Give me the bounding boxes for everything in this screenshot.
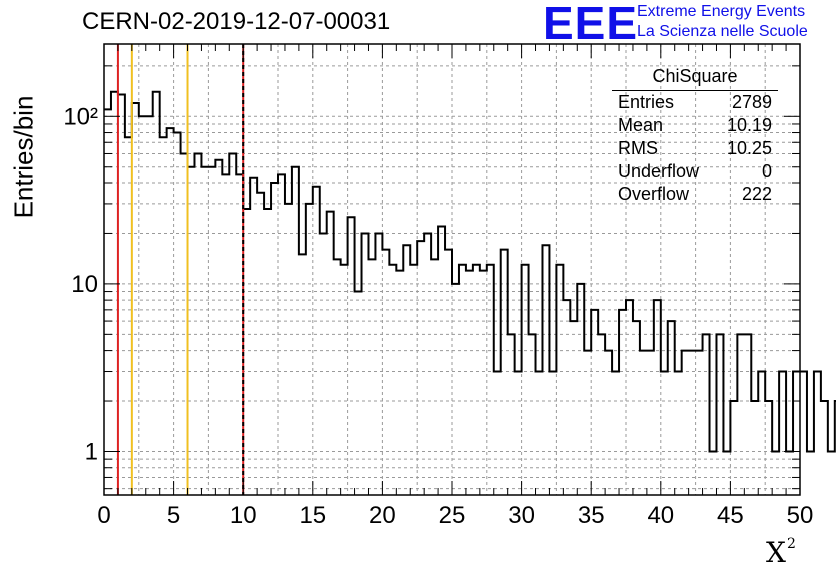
x-tick-label: 35 (578, 502, 605, 529)
stats-title: ChiSquare (612, 66, 778, 91)
eee-logo: EEE (543, 0, 639, 49)
x-axis-label: X2 (766, 536, 796, 569)
x-tick-label: 30 (508, 502, 535, 529)
y-tick-label: 10² (63, 103, 98, 130)
x-tick-label: 5 (167, 502, 180, 529)
stats-box: ChiSquare Entries 2789 Mean 10.19 RMS 10.25… (612, 66, 778, 206)
logo-caption-line2: La Scienza nelle Scuole (637, 23, 808, 40)
stats-row: Entries 2789 (612, 91, 778, 114)
stats-row: RMS 10.25 (612, 137, 778, 160)
x-tick-label: 40 (647, 502, 674, 529)
stats-value: 222 (741, 184, 772, 204)
y-tick-label: 10 (71, 271, 98, 298)
x-tick-label: 50 (787, 502, 814, 529)
x-tick-label: 45 (717, 502, 744, 529)
stats-row: Mean 10.19 (612, 114, 778, 137)
x-tick-label: 15 (299, 502, 326, 529)
stats-label: Underflow (618, 161, 700, 181)
x-tick-label: 10 (230, 502, 257, 529)
y-axis-label-box: Entries/bin (4, 96, 44, 219)
x-axis-label-text: X (766, 536, 786, 569)
stats-row: Overflow 222 (612, 183, 778, 206)
x-tick-label: 20 (369, 502, 396, 529)
stats-value: 10.25 (726, 138, 772, 158)
stats-value: 10.19 (726, 115, 772, 135)
x-tick-label: 25 (439, 502, 466, 529)
x-axis-label-exponent: 2 (786, 536, 796, 552)
y-axis-label: Entries/bin (8, 95, 39, 219)
stats-label: RMS (618, 138, 658, 158)
histogram-series (104, 90, 836, 453)
stats-row: Underflow 0 (612, 160, 778, 183)
x-tick-label: 0 (97, 502, 110, 529)
stats-label: Overflow (618, 184, 690, 204)
stats-value: 2789 (731, 92, 772, 112)
logo-caption-line1: Extreme Energy Events (637, 3, 806, 20)
y-tick-label: 1 (85, 438, 98, 465)
stats-value: 0 (761, 161, 772, 181)
stats-label: Entries (618, 92, 675, 112)
plot-title: CERN-02-2019-12-07-00031 (82, 8, 391, 35)
stats-label: Mean (618, 115, 664, 135)
